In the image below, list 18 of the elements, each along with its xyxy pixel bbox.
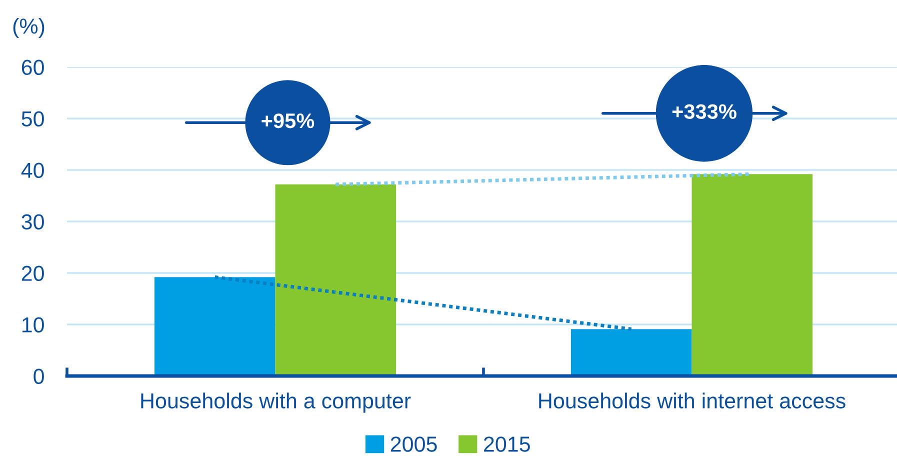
bar bbox=[275, 184, 396, 376]
legend-label: 2005 bbox=[390, 436, 437, 452]
y-axis-title: (%) bbox=[13, 18, 44, 38]
y-tick-label: 0 bbox=[34, 368, 44, 384]
y-tick-label: 60 bbox=[22, 60, 44, 76]
x-tick-label: Households with a computer bbox=[141, 392, 411, 413]
bar bbox=[154, 277, 276, 376]
legend-label: 2015 bbox=[484, 436, 530, 452]
y-tick-label: 50 bbox=[22, 111, 44, 127]
y-tick-label: 20 bbox=[22, 266, 44, 282]
annotation: +333% bbox=[672, 104, 736, 119]
x-tick-label: Households with internet access bbox=[539, 392, 846, 408]
annotation: +95% bbox=[262, 113, 314, 128]
y-tick-label: 30 bbox=[22, 214, 44, 230]
y-tick-label: 40 bbox=[21, 162, 44, 178]
y-tick-label: 10 bbox=[22, 317, 44, 333]
bar bbox=[570, 329, 692, 376]
bar bbox=[692, 174, 813, 376]
